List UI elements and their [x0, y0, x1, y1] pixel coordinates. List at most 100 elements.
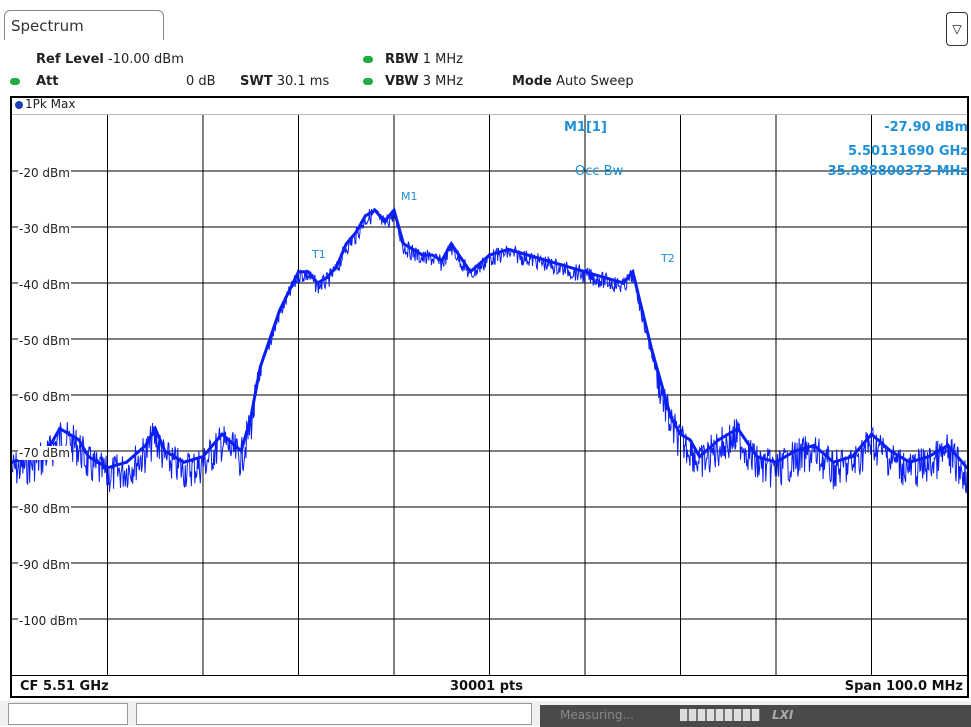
- occ-bw-value: 35.988800373 MHz: [827, 164, 968, 179]
- trace-1: [12, 207, 967, 494]
- trace-point: [392, 208, 396, 212]
- y-label-1: -20 dBm: [18, 166, 71, 180]
- trace-point: [850, 455, 854, 459]
- trace-noise: [12, 207, 967, 494]
- att-status-dot: [10, 78, 20, 85]
- tab-label: Spectrum: [11, 17, 84, 35]
- trace-point: [316, 281, 320, 285]
- trace-point: [335, 264, 339, 268]
- y-label-4: -50 dBm: [18, 334, 71, 348]
- center-frequency: CF 5.51 GHz: [20, 679, 109, 694]
- plot-frame: [10, 96, 969, 698]
- trace-point: [201, 455, 205, 459]
- grid-lines: [12, 115, 967, 675]
- sweep-points: 30001 pts: [450, 679, 524, 694]
- tab-spectrum[interactable]: Spectrum: [4, 10, 164, 40]
- trace-point: [430, 253, 434, 257]
- status-bar: Measuring... LXI: [0, 701, 971, 727]
- y-label-5: -60 dBm: [18, 390, 71, 404]
- trace-point: [440, 259, 444, 263]
- marker-m1-level: -27.90 dBm: [884, 120, 968, 135]
- trace-point: [373, 208, 377, 212]
- trace-point: [77, 438, 81, 442]
- trace-point: [488, 253, 491, 257]
- y-label-6: -70 dBm: [18, 446, 71, 460]
- trace-line: [12, 207, 967, 470]
- sweep-mode: Mode Auto Sweep: [512, 74, 634, 89]
- trace-point: [258, 365, 262, 369]
- trace-point: [526, 253, 530, 257]
- softkey-menu-icon[interactable]: ▽: [946, 12, 968, 46]
- status-text: Measuring...: [560, 708, 634, 722]
- trace-point: [106, 466, 109, 470]
- trace-point: [583, 270, 587, 274]
- trace-point: [774, 460, 778, 464]
- trace-point: [679, 432, 682, 436]
- trace-point: [564, 264, 568, 268]
- trace-point: [325, 275, 329, 279]
- trace-point: [812, 443, 816, 447]
- trace-point: [239, 449, 243, 453]
- trace-point: [659, 382, 663, 386]
- trace-point: [927, 455, 931, 459]
- trace-point: [382, 219, 386, 223]
- trace-point: [220, 432, 224, 436]
- trace-point: [755, 455, 759, 459]
- progress-bar: [680, 709, 760, 721]
- span: Span 100.0 MHz: [844, 679, 963, 694]
- trace-point: [650, 348, 654, 352]
- trace-point: [736, 427, 740, 431]
- trace-point: [468, 270, 472, 274]
- trace-point: [698, 455, 702, 459]
- trace-point: [297, 270, 300, 274]
- trace-point: [411, 247, 415, 251]
- trace-point: [421, 253, 425, 257]
- rbw-status-dot: [363, 56, 373, 63]
- trace-point: [621, 281, 625, 285]
- trace-point: [58, 427, 62, 431]
- y-label-2: -30 dBm: [18, 222, 71, 236]
- trace-point: [946, 443, 950, 447]
- rbw: RBW 1 MHz: [385, 52, 463, 67]
- trace-point: [182, 460, 186, 464]
- trace-point: [306, 270, 310, 274]
- trace-point: [144, 443, 148, 447]
- trace-point: [965, 466, 967, 470]
- footer-bar: CF 5.51 GHz 30001 pts Span 100.0 MHz: [12, 675, 967, 697]
- trace-point: [249, 415, 253, 419]
- occ-bw-label: Occ Bw: [575, 164, 624, 179]
- att-label: Att: [36, 74, 59, 89]
- trace-point: [449, 242, 453, 246]
- trace-point: [545, 259, 549, 263]
- trace-point: [86, 455, 90, 459]
- trace-point: [402, 242, 405, 246]
- status-box-2: [136, 703, 532, 725]
- y-label-7: -80 dBm: [18, 502, 71, 516]
- att-value: 0 dB: [186, 74, 216, 89]
- trace-point: [125, 460, 129, 464]
- vbw-status-dot: [363, 78, 373, 85]
- trace-point: [344, 242, 348, 246]
- trace-point: [153, 427, 157, 431]
- spectrum-plot[interactable]: [12, 115, 967, 675]
- status-area: Measuring... LXI: [540, 705, 971, 727]
- y-label-9: -100 dBm: [18, 614, 79, 628]
- trace-point: [631, 270, 635, 274]
- status-box-1: [8, 703, 128, 725]
- marker-m1-frequency: 5.50131690 GHz: [848, 144, 968, 159]
- trace-point: [717, 438, 721, 442]
- swt: SWT 30.1 ms: [240, 74, 330, 89]
- trace-point: [163, 449, 167, 453]
- trace-point: [354, 231, 358, 235]
- lxi-icon: LXI: [772, 708, 794, 722]
- trace-label: 1Pk Max: [12, 97, 967, 115]
- trace-point: [831, 460, 835, 464]
- trace-point: [602, 275, 606, 279]
- ref-level: Ref Level -10.00 dBm: [36, 52, 184, 67]
- trace-point: [669, 415, 673, 419]
- marker-t2-tag: T2: [661, 252, 675, 265]
- y-label-8: -90 dBm: [18, 558, 71, 572]
- trace-point: [363, 214, 367, 218]
- trace-point: [507, 247, 511, 251]
- trace-point: [908, 460, 912, 464]
